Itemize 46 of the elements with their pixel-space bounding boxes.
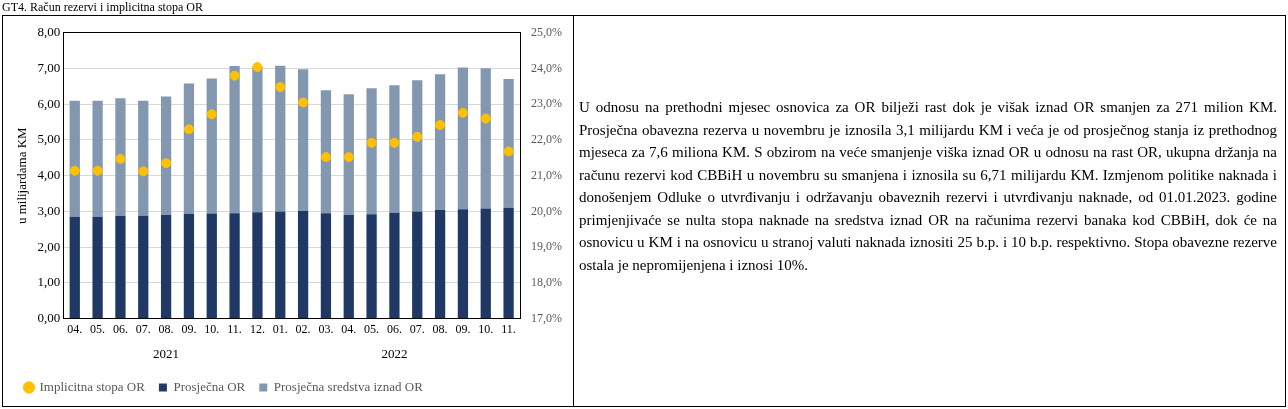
x-tick-label: 06. [112, 321, 128, 336]
x-tick-label: 12. [249, 321, 265, 336]
x-tick-label: 02. [295, 321, 311, 336]
y-axis-title: u milijardama KM [14, 126, 30, 225]
x-tick-label: 04. [341, 321, 357, 336]
legend-label: Prosječna OR [173, 378, 246, 394]
x-tick-label: 09. [181, 321, 197, 336]
y2-tick-label: 18,0% [531, 275, 562, 290]
x-tick-label: 08. [432, 321, 448, 336]
y-tick-label: 7,00 [37, 59, 61, 75]
legend-label: Prosječna sredstva iznad OR [273, 378, 424, 394]
x-tick-label: 05. [90, 321, 106, 336]
y2-tick-label: 20,0% [531, 203, 562, 218]
y-tick-label: 4,00 [37, 167, 61, 183]
y-tick-label: 0,00 [37, 310, 61, 326]
y-tick-label: 2,00 [37, 238, 61, 254]
y-tick-label: 5,00 [37, 131, 61, 147]
x-tick-label: 06. [386, 321, 402, 336]
chart-title: GT4. Račun rezervi i implicitna stopa OR [2, 0, 203, 14]
x-tick-label: 07. [135, 321, 151, 336]
y2-tick-label: 25,0% [531, 24, 562, 39]
text: 2021 [153, 346, 180, 362]
x-tick-label: 07. [409, 321, 425, 336]
x-tick-label: 03. [318, 321, 334, 336]
y2-tick-label: 19,0% [531, 239, 562, 254]
y2-tick-label: 21,0% [531, 167, 562, 182]
x-tick-label: 11. [227, 321, 242, 336]
y2-tick-label: 23,0% [531, 96, 562, 111]
x-tick-label: 04. [67, 321, 83, 336]
y2-tick-label: 17,0% [531, 310, 562, 325]
x-tick-label: 10. [478, 321, 494, 336]
text: 2022 [381, 346, 408, 362]
text: U odnosu na prethodni mjesec osnovica za OR bilježi rast dok je višak iznad OR smanjen za 271 milion KM. Prosječna obavezna rezerva u novembru je iznosila 3,1 milijardu KM i veća je od prosječnog stanja iz prethodnog mjeseca za 7,6 miliona KM. S obzirom na veće smanjenje viška iznad OR u odnosu na rast OR, ukupna držanja na računu rezervi kod CBBiH u novembru su smanjena i iznosila su 6,71 milijardu KM. Izmjenom politike naknada i donošenjem Odluke o utvrđivanju i održavanju obaveznih rezervi i utvrđivanju naknade, od 01.01.2023. godine primjenjivaće se nulta stopa naknade na sredstva iznad OR na računima rezervi banaka kod CBBiH, dok će na osnovicu u KM i na osnovicu u stranoj valuti naknada iznositi 25 b.p. i 10 b.p. respektivno. Stopa obavezne rezerve ostala je nepromijenjena i iznosi 10%. [579, 98, 1277, 275]
legend-label: Implicitna stopa OR [39, 378, 146, 394]
y-tick-label: 6,00 [37, 95, 61, 111]
x-tick-label: 09. [455, 321, 471, 336]
x-tick-label: 11. [501, 321, 516, 336]
x-tick-label: 01. [272, 321, 288, 336]
x-tick-label: 08. [158, 321, 174, 336]
y-tick-label: 1,00 [37, 274, 61, 290]
x-tick-label: 10. [204, 321, 220, 336]
y-tick-label: 3,00 [37, 202, 61, 218]
y2-tick-label: 22,0% [531, 132, 562, 147]
y2-tick-label: 24,0% [531, 60, 562, 75]
x-tick-label: 05. [364, 321, 380, 336]
y-tick-label: 8,00 [37, 24, 61, 40]
